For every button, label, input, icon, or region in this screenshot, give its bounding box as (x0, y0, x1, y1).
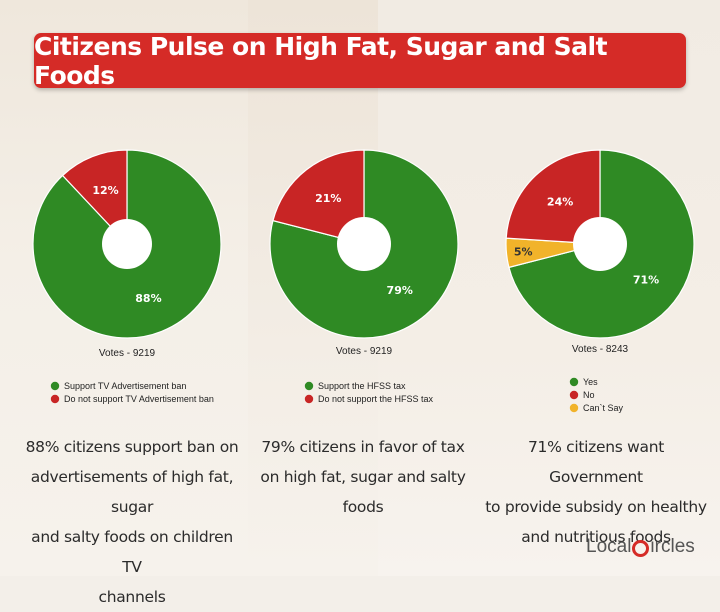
caption-line: advertisements of high fat, sugar (30, 468, 234, 516)
legend-label: Do not support TV Advertisement ban (64, 394, 214, 404)
slice-data-label: 24% (547, 196, 573, 209)
donut-hole (102, 219, 152, 269)
donut-hole (337, 217, 391, 271)
logo-text-right: ircles (650, 536, 695, 557)
caption-line: and salty foods on children TV (31, 528, 233, 576)
logo-text-left: Local (586, 536, 632, 557)
legend-marker-icon (304, 394, 314, 404)
pie-slice (272, 149, 365, 245)
caption-line: on high fat, sugar and salty (260, 468, 466, 486)
pie-slice (269, 149, 459, 339)
donut-chart-2: 79% 21% Votes - 9219 Support the HFSS tax Do… (269, 149, 459, 404)
votes-count: Votes - 8243 (572, 344, 629, 355)
donut-charts: 88% 12% Votes - 9219 Support TV Advertiseme… (32, 149, 695, 413)
caption-line: channels (98, 588, 166, 606)
caption-line: 88% citizens support ban on (25, 438, 239, 456)
slice-data-label: 88% (135, 292, 161, 305)
localcircles-logo: Local ircles (586, 536, 695, 558)
slice-data-label: 79% (387, 284, 413, 297)
donut-chart-1: 88% 12% Votes - 9219 Support TV Advertiseme… (32, 149, 222, 404)
location-pin-icon (632, 539, 650, 557)
slice-data-label: 71% (633, 274, 659, 287)
slice-data-label: 21% (315, 192, 341, 205)
title-banner: Citizens Pulse on High Fat, Sugar and Sa… (34, 31, 686, 90)
pie-slice (61, 149, 128, 246)
caption-line: 71% citizens want Government (527, 438, 665, 486)
caption-line: foods (342, 498, 384, 516)
legend-label: Support TV Advertisement ban (64, 381, 186, 391)
pie-slice (505, 149, 601, 245)
page-title: Citizens Pulse on High Fat, Sugar and Sa… (34, 31, 608, 90)
legend-marker-icon (50, 394, 60, 404)
votes-count: Votes - 9219 (99, 348, 156, 359)
legend-label: Can`t Say (583, 403, 624, 413)
legend-label: No (583, 390, 595, 400)
caption-chart-2: 79% citizens in favor of tax on high fat… (252, 432, 474, 522)
caption-line: 79% citizens in favor of tax (261, 438, 465, 456)
slice-data-label: 5% (514, 245, 533, 258)
legend-marker-icon (50, 381, 60, 391)
legend-marker-icon (569, 377, 579, 387)
caption-chart-1: 88% citizens support ban on advertisemen… (22, 432, 242, 612)
legend-marker-icon (569, 390, 579, 400)
donut-chart-3: 71% 5% 24% Votes - 8243 Yes No Can`t Say (505, 149, 695, 413)
votes-count: Votes - 9219 (336, 346, 393, 357)
legend-label: Support the HFSS tax (318, 381, 406, 391)
caption-chart-3: 71% citizens want Government to provide … (482, 432, 710, 552)
donut-hole (573, 217, 627, 271)
legend-marker-icon (304, 381, 314, 391)
legend-label: Do not support the HFSS tax (318, 394, 434, 404)
caption-line: to provide subsidy on healthy (485, 498, 707, 516)
slice-data-label: 12% (92, 184, 118, 197)
legend-marker-icon (569, 403, 579, 413)
legend-label: Yes (583, 377, 598, 387)
